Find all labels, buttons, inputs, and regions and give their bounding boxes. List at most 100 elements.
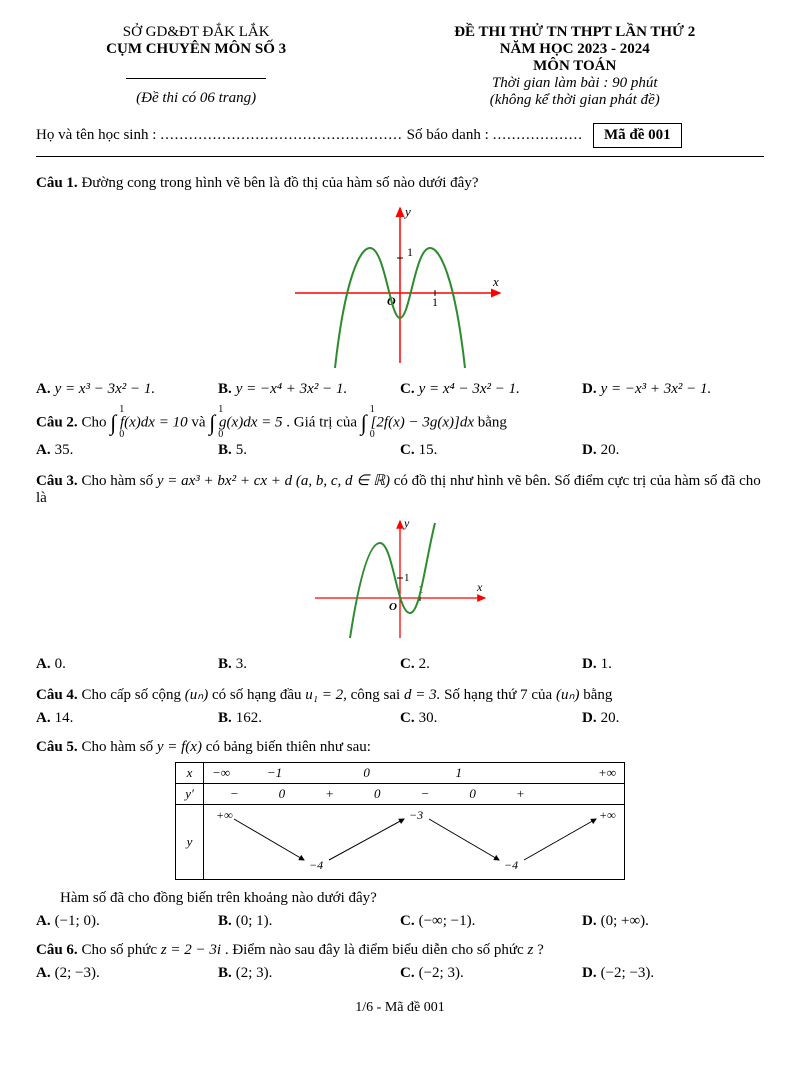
q5-opt-d: D.(0; +∞).: [582, 911, 764, 932]
q4-u1: u₁ = 2,: [305, 687, 347, 703]
q6-opt-c: C.(−2; 3).: [400, 963, 582, 984]
q4-label: Câu 4.: [36, 687, 78, 703]
q5-opt-b: B.(0; 1).: [218, 911, 400, 932]
exam-subject: MÔN TOÁN: [385, 58, 764, 75]
q3-opt-a: A.0.: [36, 654, 218, 675]
q2-f3: [2f(x) − 3g(x)]dx: [371, 414, 474, 430]
q1-label: Câu 1.: [36, 175, 78, 191]
question-3: Câu 3. Cho hàm số y = ax³ + bx² + cx + d…: [36, 471, 764, 507]
exam-code: Mã đề 001: [593, 123, 682, 148]
q4-t2: có số hạng đầu: [212, 687, 305, 703]
q2-options: A.35. B.5. C.15. D.20.: [36, 440, 764, 461]
q6-opt-a: A.(2; −3).: [36, 963, 218, 984]
svg-text:−4: −4: [309, 858, 323, 872]
q3-opt-b: B.3.: [218, 654, 400, 675]
q2-tail: bằng: [478, 414, 507, 430]
q1-opt-a: A.y = x³ − 3x² − 1.: [36, 379, 218, 400]
q3-func: y = ax³ + bx² + cx + d (a, b, c, d ∈ ℝ): [157, 473, 390, 489]
q2-opt-b: B.5.: [218, 440, 400, 461]
q5-t1: Cho hàm số: [81, 739, 156, 755]
q2-f1: f(x)dx = 10: [120, 414, 188, 430]
bien-row-y: y +∞ −3 +∞ −4 −4: [176, 805, 625, 880]
blank-line: [126, 64, 266, 79]
q6-z: z = 2 − 3i: [161, 942, 221, 958]
q5-options: A.(−1; 0). B.(0; 1). C.(−∞; −1). D.(0; +…: [36, 911, 764, 932]
q4-t5: bằng: [583, 687, 612, 703]
x-tick: 1: [432, 295, 438, 309]
question-1: Câu 1. Đường cong trong hình vẽ bên là đ…: [36, 175, 764, 192]
question-5: Câu 5. Cho hàm số y = f(x) có bảng biến …: [36, 739, 764, 756]
q3-label: Câu 3.: [36, 473, 78, 489]
sbd-label: Số báo danh :: [407, 127, 489, 144]
separator: [36, 156, 764, 157]
question-2: Câu 2. Cho ∫10 f(x)dx = 10 và ∫10 g(x)dx…: [36, 410, 764, 436]
q5-table-wrap: x −∞ −1 0 1 +∞ y′ − 0 + 0 − 0 + y: [36, 762, 764, 880]
q4-opt-c: C.30.: [400, 708, 582, 729]
name-row: Họ và tên học sinh : ...................…: [36, 123, 764, 148]
bien-row-yp: y′ − 0 + 0 − 0 +: [176, 784, 625, 805]
q6-options: A.(2; −3). B.(2; 3). C.(−2; 3). D.(−2; −…: [36, 963, 764, 984]
exam-title-2: NĂM HỌC 2023 - 2024: [385, 41, 764, 58]
q4-opt-d: D.20.: [582, 708, 764, 729]
name-dots: ........................................…: [160, 127, 402, 144]
q4-seq2: (uₙ): [556, 687, 579, 703]
q2-opt-c: C.15.: [400, 440, 582, 461]
q4-opt-a: A.14.: [36, 708, 218, 729]
q6-qmark: ?: [537, 942, 544, 958]
q1-opt-d: D.y = −x³ + 3x² − 1.: [582, 379, 764, 400]
q4-opt-b: B.162.: [218, 708, 400, 729]
exam-time: Thời gian làm bài : 90 phút: [385, 75, 764, 92]
q6-t2: . Điểm nào sau đây là điểm biểu diễn cho…: [225, 942, 528, 958]
q2-pre: Cho: [81, 414, 110, 430]
exam-header: SỞ GD&ĐT ĐẮK LẮK CỤM CHUYÊN MÔN SỐ 3 (Đề…: [36, 24, 764, 109]
svg-text:+∞: +∞: [599, 808, 616, 822]
q5-opt-a: A.(−1; 0).: [36, 911, 218, 932]
q3-opt-d: D.1.: [582, 654, 764, 675]
name-label: Họ và tên học sinh :: [36, 127, 156, 144]
q6-t1: Cho số phức: [81, 942, 160, 958]
q1-text: Đường cong trong hình vẽ bên là đồ thị c…: [81, 175, 478, 191]
y-tick: 1: [407, 245, 413, 259]
svg-text:−4: −4: [504, 858, 518, 872]
group: CỤM CHUYÊN MÔN SỐ 3: [36, 41, 356, 58]
svg-text:O: O: [389, 601, 397, 613]
q5-t2: có bảng biến thiên như sau:: [206, 739, 371, 755]
svg-text:−3: −3: [409, 808, 423, 822]
q1-opt-b: B.y = −x⁴ + 3x² − 1.: [218, 379, 400, 400]
q6-zvar: z: [527, 942, 533, 958]
question-6: Câu 6. Cho số phức z = 2 − 3i . Điểm nào…: [36, 942, 764, 959]
q2-opt-a: A.35.: [36, 440, 218, 461]
q2-f2: g(x)dx = 5: [219, 414, 282, 430]
q2-post: . Giá trị của: [286, 414, 361, 430]
svg-text:x: x: [476, 580, 483, 594]
dept: SỞ GD&ĐT ĐẮK LẮK: [36, 24, 356, 41]
svg-text:1: 1: [404, 572, 410, 584]
q4-t1: Cho cấp số cộng: [81, 687, 184, 703]
exam-title-1: ĐỀ THI THỬ TN THPT LẦN THỨ 2: [385, 24, 764, 41]
q5-sub: Hàm số đã cho đồng biến trên khoảng nào …: [60, 890, 764, 907]
q5-opt-c: C.(−∞; −1).: [400, 911, 582, 932]
svg-text:+∞: +∞: [216, 808, 233, 822]
q4-options: A.14. B.162. C.30. D.20.: [36, 708, 764, 729]
int-3: ∫10: [361, 410, 367, 436]
q1-opt-c: C.y = x⁴ − 3x² − 1.: [400, 379, 582, 400]
svg-text:y: y: [403, 516, 410, 530]
q4-seq: (uₙ): [185, 687, 208, 703]
header-right: ĐỀ THI THỬ TN THPT LẦN THỨ 2 NĂM HỌC 202…: [385, 24, 764, 109]
q1-graph: y x O 1 1: [36, 198, 764, 373]
int-2: ∫10: [209, 410, 215, 436]
question-4: Câu 4. Cho cấp số cộng (uₙ) có số hạng đ…: [36, 685, 764, 704]
page-footer: 1/6 - Mã đề 001: [36, 1000, 764, 1016]
variation-table: x −∞ −1 0 1 +∞ y′ − 0 + 0 − 0 + y: [175, 762, 625, 880]
x-axis-label: x: [492, 274, 499, 289]
q3-options: A.0. B.3. C.2. D.1.: [36, 654, 764, 675]
q6-opt-d: D.(−2; −3).: [582, 963, 764, 984]
bien-row-x: x −∞ −1 0 1 +∞: [176, 763, 625, 784]
int-1: ∫10: [110, 410, 116, 436]
y-axis-label: y: [403, 204, 411, 219]
q3-t1: Cho hàm số: [81, 473, 156, 489]
q5-label: Câu 5.: [36, 739, 78, 755]
q4-t3: công sai: [351, 687, 404, 703]
page-count: (Đề thi có 06 trang): [36, 90, 356, 107]
q5-func: y = f(x): [157, 739, 202, 755]
